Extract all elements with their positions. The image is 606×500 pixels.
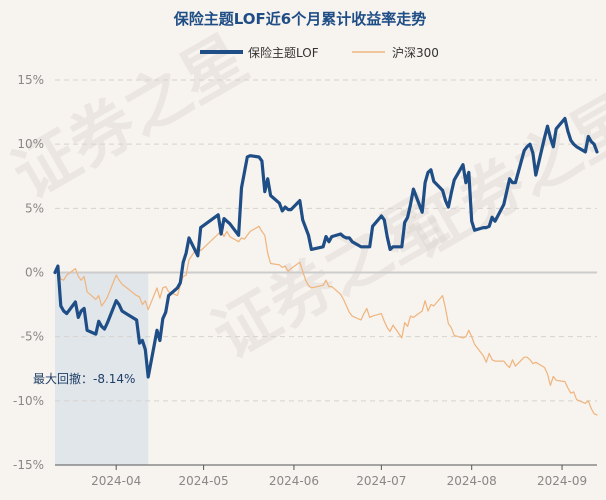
y-tick-label: -10% bbox=[13, 394, 44, 408]
legend: 保险主题LOF 沪深300 bbox=[200, 45, 439, 60]
legend-label-fund: 保险主题LOF bbox=[248, 45, 319, 60]
x-tick-label: 2024-08 bbox=[447, 474, 497, 488]
y-axis: 15% 10% 5% 0% -5% -10% -15% bbox=[13, 73, 44, 472]
series bbox=[53, 116, 599, 416]
chart-title: 保险主题LOF近6个月累计收益率走势 bbox=[173, 10, 426, 28]
y-tick-label: 5% bbox=[25, 201, 44, 215]
x-tick-label: 2024-09 bbox=[537, 474, 587, 488]
series-line-index bbox=[54, 225, 598, 416]
y-tick-label: 10% bbox=[17, 137, 44, 151]
x-tick-label: 2024-06 bbox=[269, 474, 319, 488]
max-drawdown-label: 最大回撤：-8.14% bbox=[33, 371, 135, 386]
x-tick-label: 2024-04 bbox=[91, 474, 141, 488]
y-tick-label: -5% bbox=[21, 330, 44, 344]
x-tick-label: 2024-05 bbox=[179, 474, 229, 488]
x-axis: 2024-04 2024-05 2024-06 2024-07 2024-08 2024-… bbox=[55, 464, 597, 488]
y-tick-label: 0% bbox=[25, 266, 44, 280]
series-line-fund bbox=[53, 116, 599, 379]
legend-label-index: 沪深300 bbox=[392, 46, 439, 60]
y-tick-label: 15% bbox=[17, 73, 44, 87]
max-drawdown-area bbox=[55, 272, 149, 465]
y-tick-label: -15% bbox=[13, 458, 44, 472]
watermark-text: 证券之星 bbox=[391, 82, 606, 274]
x-tick-label: 2024-07 bbox=[356, 474, 406, 488]
